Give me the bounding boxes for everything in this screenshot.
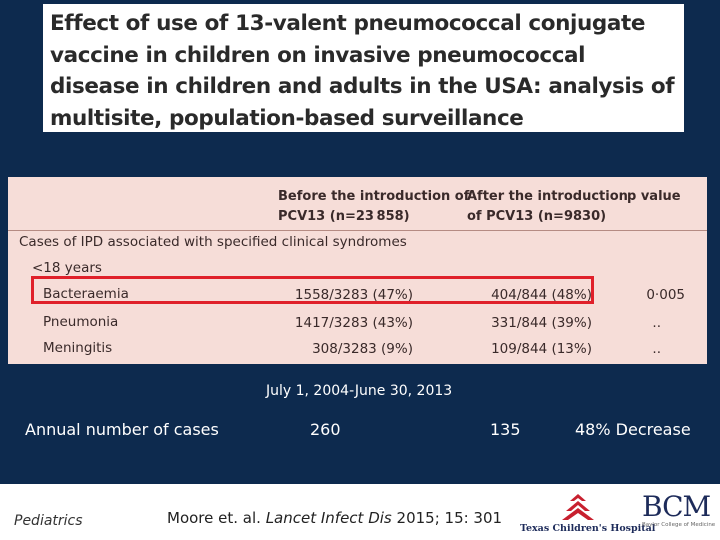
results-table: Before the introduction of PCV13 (n=23 8…	[8, 177, 707, 364]
tch-logo-text: Texas Children's Hospital	[520, 523, 656, 534]
bcm-logo-subtext: Baylor College of Medicine	[642, 522, 716, 528]
tch-emblem-icon	[562, 494, 594, 520]
col-after-header-line1: After the introduction	[467, 189, 628, 204]
footer: Pediatrics Moore et. al. Lancet Infect D…	[0, 484, 720, 540]
row-label: Bacteraemia	[43, 286, 129, 302]
row-label: Pneumonia	[43, 314, 119, 330]
bcm-logo: BCM Baylor College of Medicine	[640, 490, 716, 534]
highlight-box	[31, 276, 594, 304]
col-after-header-line2: of PCV13 (n=9830)	[467, 209, 607, 224]
row-p: 0·005	[646, 287, 685, 303]
col-p-header: p value	[627, 189, 681, 204]
citation-journal: Lancet Infect Dis	[265, 509, 392, 527]
col-before-header-line1: Before the introduction of	[278, 189, 470, 204]
header-rule	[8, 230, 707, 231]
tch-logo: Texas Children's Hospital	[520, 492, 655, 536]
citation-authors: Moore et. al.	[167, 509, 261, 527]
row-p: ..	[652, 341, 661, 357]
section-label: Cases of IPD associated with specified c…	[19, 234, 407, 250]
summary-after: 135	[490, 420, 521, 439]
row-after: 109/844 (13%)	[491, 341, 592, 357]
citation-ref: 2015; 15: 301	[396, 509, 503, 527]
subgroup-label: <18 years	[32, 260, 102, 276]
citation: Moore et. al. Lancet Infect Dis 2015; 15…	[167, 509, 502, 527]
row-p: ..	[652, 315, 661, 331]
summary-label: Annual number of cases	[25, 420, 219, 439]
summary-change: 48% Decrease	[575, 420, 691, 439]
summary-before: 260	[310, 420, 341, 439]
col-after-header: After the introduction of PCV13 (n=9830)	[467, 187, 628, 227]
col-before-header-line2: PCV13 (n=23 858)	[278, 209, 410, 224]
slide-title: Effect of use of 13-valent pneumococcal …	[50, 11, 675, 131]
row-after: 331/844 (39%)	[491, 315, 592, 331]
row-before: 1558/3283 (47%)	[294, 287, 413, 303]
row-after: 404/844 (48%)	[491, 287, 592, 303]
col-before-header: Before the introduction of PCV13 (n=23 8…	[278, 187, 469, 227]
row-before: 1417/3283 (43%)	[294, 315, 413, 331]
row-before: 308/3283 (9%)	[312, 341, 413, 357]
title-panel: Effect of use of 13-valent pneumococcal …	[43, 4, 684, 132]
period-label: July 1, 2004-June 30, 2013	[266, 383, 453, 399]
footer-section: Pediatrics	[14, 513, 83, 529]
row-label: Meningitis	[43, 340, 113, 356]
bcm-logo-text: BCM	[642, 490, 711, 523]
